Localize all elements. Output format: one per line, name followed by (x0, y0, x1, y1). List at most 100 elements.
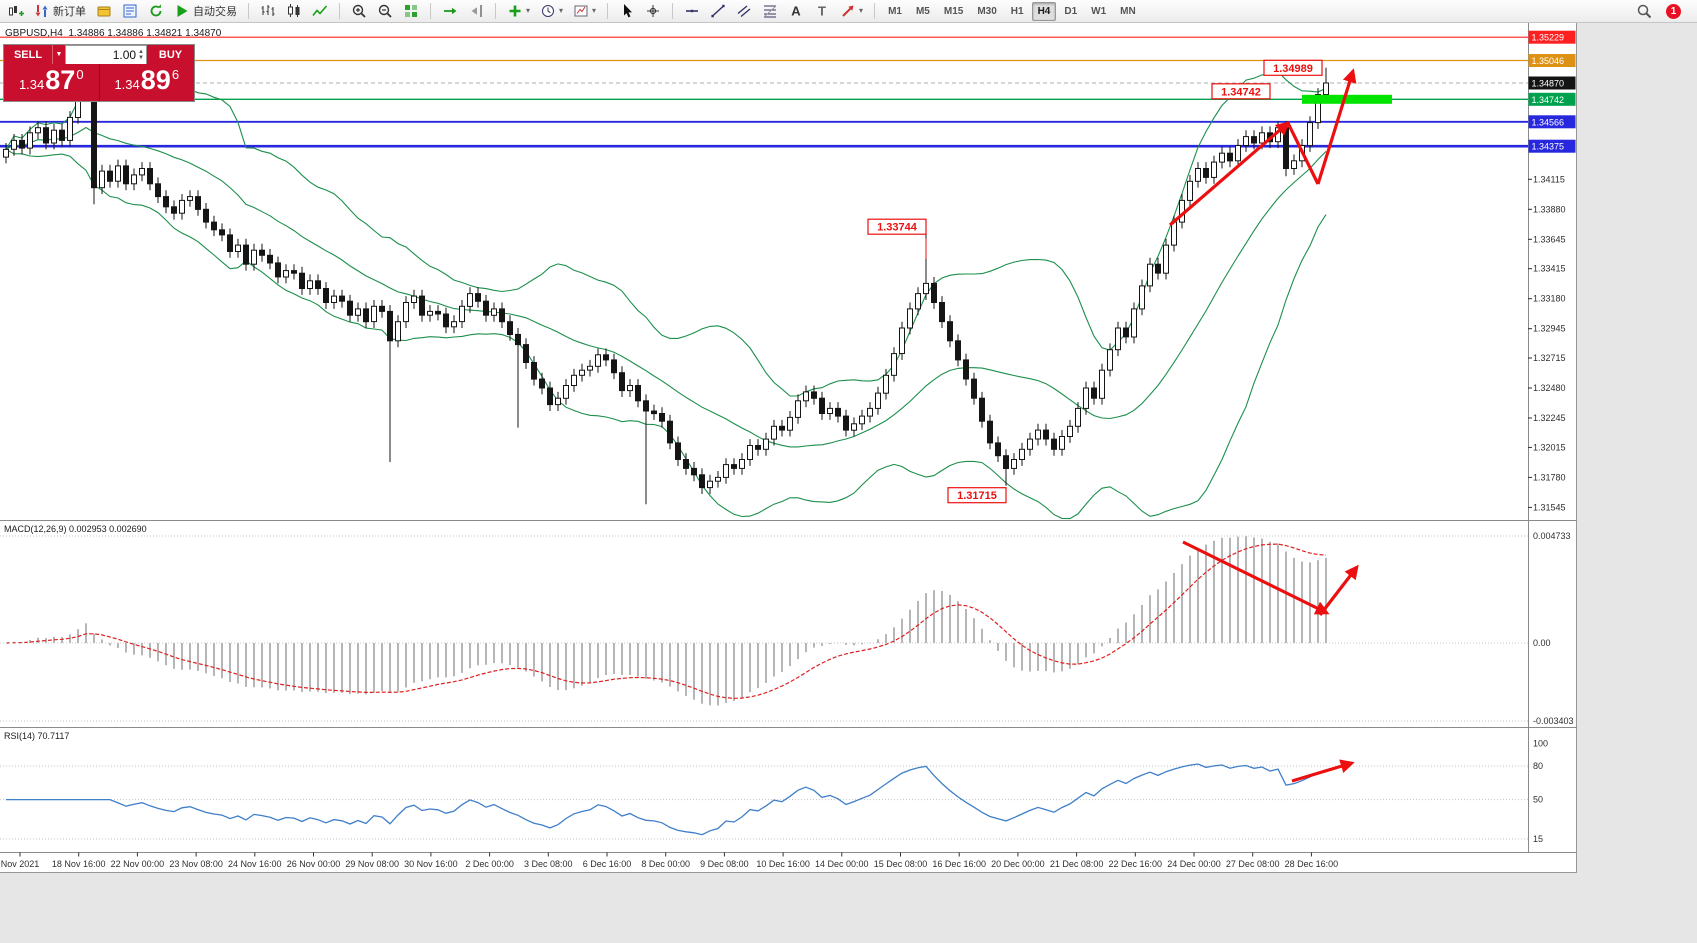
svg-text:27 Dec 08:00: 27 Dec 08:00 (1226, 859, 1280, 869)
svg-text:1.31780: 1.31780 (1533, 472, 1566, 482)
svg-text:T: T (818, 4, 826, 19)
price-level-lines[interactable] (0, 36, 1528, 148)
toolbar-separator (430, 3, 431, 19)
chart-canvas[interactable]: 1.34989 1.34742 1.33744 1.31715 1.34115 1.338… (0, 23, 1577, 873)
arrowsTool-icon (842, 5, 854, 17)
zoom-in-button[interactable] (347, 1, 371, 21)
bar-chart-button[interactable] (256, 1, 280, 21)
timeframe-d1-button[interactable]: D1 (1064, 5, 1078, 17)
svg-text:2 Dec 00:00: 2 Dec 00:00 (465, 859, 514, 869)
svg-text:1.35229: 1.35229 (1532, 33, 1565, 43)
svg-text:15: 15 (1533, 834, 1543, 844)
channel-icon (737, 5, 751, 18)
market-watch-button[interactable] (118, 1, 142, 21)
macd-indicator (5, 536, 1327, 706)
text-button[interactable]: A (784, 1, 808, 21)
sell-price-button[interactable]: 1.34 87 0 (4, 64, 99, 101)
rsi-indicator (0, 763, 1528, 840)
profile-icon (97, 6, 111, 17)
auto-trading-button[interactable]: 自动交易 (170, 1, 241, 21)
axes[interactable]: 1.34115 1.33880 1.33645 1.33415 1.33180 1.329… (0, 23, 1577, 869)
templates-button[interactable]: ▾ (569, 1, 600, 21)
svg-text:1.32480: 1.32480 (1533, 383, 1566, 393)
price-annotations[interactable]: 1.34989 1.34742 1.33744 1.31715 (867, 59, 1323, 504)
svg-text:14 Dec 00:00: 14 Dec 00:00 (815, 859, 869, 869)
trend-arrows[interactable] (1168, 68, 1359, 783)
fibonacci-button[interactable] (758, 1, 782, 21)
tile-icon (405, 5, 417, 17)
buy-button[interactable]: BUY (146, 45, 194, 64)
toolbar-separator (339, 3, 340, 19)
arrows-button[interactable]: ▾ (836, 1, 867, 21)
volume-input[interactable]: 1.00 ▲ ▼ (66, 45, 146, 64)
bollinger-bands (5, 70, 1327, 520)
timeframe-m15-button[interactable]: M15 (943, 5, 964, 17)
svg-text:1.32715: 1.32715 (1533, 353, 1566, 363)
green-highlight-segment[interactable] (1302, 94, 1392, 104)
timeframe-mn-button[interactable]: MN (1120, 5, 1136, 17)
volume-value: 1.00 (112, 48, 137, 62)
toolbar-separator (495, 3, 496, 19)
periods-button[interactable]: ▾ (536, 1, 567, 21)
indicators-button[interactable]: ▾ (503, 1, 534, 21)
timeframe-h4-button[interactable]: H4 (1031, 1, 1057, 21)
svg-text:10 Dec 16:00: 10 Dec 16:00 (756, 859, 810, 869)
auto-scroll-button[interactable] (438, 1, 462, 21)
crosshair-button[interactable] (641, 1, 665, 21)
notification-badge[interactable]: 1 (1666, 3, 1681, 19)
horizontal-line-button[interactable] (680, 1, 704, 21)
refresh-icon (150, 4, 162, 17)
zin-icon (352, 4, 366, 18)
text-label-button[interactable]: T (810, 1, 834, 21)
chartplus-icon (9, 6, 24, 16)
toolbar-separator (607, 3, 609, 19)
timeframe-h1-button[interactable]: H1 (1010, 5, 1024, 17)
search-icon (1637, 4, 1652, 19)
svg-text:29 Nov 08:00: 29 Nov 08:00 (345, 859, 399, 869)
refresh-button[interactable] (144, 1, 168, 21)
svg-text:1.31715: 1.31715 (957, 490, 997, 502)
toolbar-separator (874, 3, 876, 19)
svg-text:1.34989: 1.34989 (1273, 63, 1313, 75)
volume-stepper[interactable]: ▲ ▼ (138, 48, 144, 61)
cursor-button[interactable] (615, 1, 639, 21)
timeframe-m1-button[interactable]: M1 (888, 5, 902, 17)
toolbar-separator (672, 3, 674, 19)
new-order-button[interactable]: 新订单 (30, 1, 90, 21)
timeframe-w1-button[interactable]: W1 (1091, 5, 1107, 17)
chart-shift-button[interactable] (464, 1, 488, 21)
play-icon (177, 5, 188, 17)
tile-windows-button[interactable] (399, 1, 423, 21)
svg-text:1.34375: 1.34375 (1532, 142, 1565, 152)
profiles-button[interactable] (92, 1, 116, 21)
svg-text:9 Dec 08:00: 9 Dec 08:00 (700, 859, 749, 869)
timeframe-m5-button[interactable]: M5 (915, 5, 930, 17)
trendline-button[interactable] (706, 1, 730, 21)
trend-icon (711, 4, 725, 18)
timeframe-m30-button[interactable]: M30 (977, 5, 997, 17)
chart-title: GBPUSD,H4 1.34886 1.34886 1.34821 1.3487… (5, 28, 221, 39)
new-chart-button[interactable] (4, 1, 28, 21)
svg-text:16 Dec 16:00: 16 Dec 16:00 (932, 859, 986, 869)
svg-text:1.33180: 1.33180 (1533, 294, 1566, 304)
zout-icon (378, 4, 392, 18)
rsi-indicator-label: RSI(14) 70.7117 (4, 731, 70, 741)
svg-text:21 Dec 08:00: 21 Dec 08:00 (1050, 859, 1104, 869)
equidistant-channel-button[interactable] (732, 1, 756, 21)
macd-indicator-label: MACD(12,26,9) 0.002953 0.002690 (4, 524, 147, 534)
sell-button[interactable]: SELL (4, 45, 52, 64)
svg-text:22 Nov 00:00: 22 Nov 00:00 (111, 859, 165, 869)
candlestick-chart-button[interactable] (282, 1, 306, 21)
line-chart-button[interactable] (308, 1, 332, 21)
svg-text:20 Dec 00:00: 20 Dec 00:00 (991, 859, 1045, 869)
zoom-out-button[interactable] (373, 1, 397, 21)
bars-icon (261, 5, 275, 16)
svg-text:Nov 2021: Nov 2021 (1, 859, 40, 869)
search-button[interactable] (1632, 1, 1656, 21)
buy-price-button[interactable]: 1.34 89 6 (98, 64, 194, 101)
chart-window: 1.34989 1.34742 1.33744 1.31715 1.34115 1.338… (0, 23, 1577, 873)
autoscroll-icon (444, 7, 457, 15)
sell-options-caret[interactable]: ▼ (52, 45, 66, 64)
svg-text:100: 100 (1533, 739, 1548, 749)
